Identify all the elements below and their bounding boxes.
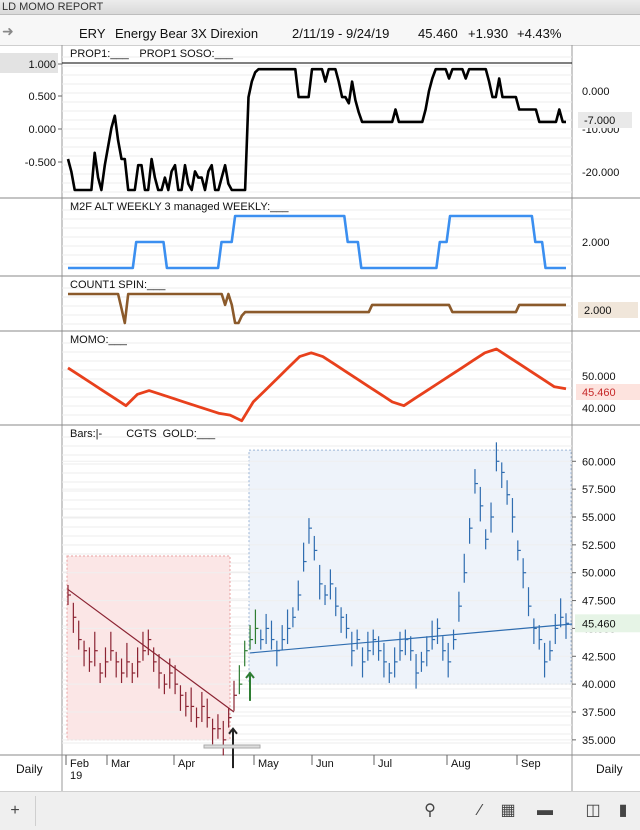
confirm-arrow-icon — [245, 671, 255, 701]
bottom-toolbar: + ⚲ ∕ ▦ ▬ ◫ ▮ — [0, 791, 640, 830]
column-icon[interactable]: ▮ — [618, 802, 628, 819]
count1-value-badge — [578, 302, 638, 318]
price-y-tick: 57.500 — [582, 484, 616, 496]
momo-series-line — [67, 347, 567, 423]
plus-icon[interactable]: + — [10, 802, 20, 819]
x-axis-label: Apr — [178, 758, 195, 770]
count1-series-line — [68, 292, 566, 325]
period-right[interactable]: Daily — [596, 762, 623, 776]
x-axis-label: Mar — [111, 758, 130, 770]
x-axis-label: Jun — [316, 758, 334, 770]
momo-value-badge — [576, 384, 640, 400]
price-y-tick: 42.500 — [582, 651, 616, 663]
x-axis-label: May — [258, 758, 279, 770]
price-y-tick: 37.500 — [582, 707, 616, 719]
price-y-tick: 52.500 — [582, 540, 616, 552]
grid-icon[interactable]: ▦ — [500, 802, 516, 819]
uptrend-line — [249, 623, 573, 654]
quote-header: ➜ ERY Energy Bear 3X Direxion 2/11/19 - … — [0, 15, 640, 46]
book-icon[interactable]: ◫ — [585, 802, 601, 819]
momo-legend-0: MOMO:___ — [70, 334, 128, 346]
m2f-right-tick: 2.000 — [582, 237, 610, 249]
toolbar-divider — [35, 796, 36, 826]
price-change-pct: +4.43% — [517, 26, 562, 41]
symbol-label: ERY — [79, 26, 106, 41]
count1-value-label: 2.000 — [584, 305, 612, 317]
downtrend-line — [67, 588, 235, 713]
prop1-left-tick: 0.500 — [28, 91, 56, 103]
prop1-legend-0: PROP1:___ — [70, 48, 130, 60]
price-change: +1.930 — [468, 26, 509, 41]
prop1-right-tick: 0.000 — [582, 86, 610, 98]
m2f-legend-0: M2F ALT WEEKLY 3 managed WEEKLY:___ — [70, 201, 289, 213]
chart-line-icon[interactable]: ∕ — [478, 802, 482, 819]
window-title: LD MOMO REPORT — [2, 1, 104, 13]
prop1-value-badge — [578, 112, 632, 128]
window-title-bar: LD MOMO REPORT — [0, 0, 640, 15]
momo-right-tick: 40.000 — [582, 403, 616, 415]
momo-right-tick: 50.000 — [582, 371, 616, 383]
price-y-tick: 55.000 — [582, 512, 616, 524]
date-range: 2/11/19 - 9/24/19 — [292, 26, 390, 41]
momo-value-label: 45.460 — [582, 387, 616, 399]
price-y-tick: 50.000 — [582, 568, 616, 580]
prop1-value-label: -7.000 — [584, 115, 615, 127]
prop1-left-tick: -0.500 — [25, 157, 56, 169]
search-icon[interactable]: ⚲ — [424, 802, 436, 819]
x-axis-label: Sep — [521, 758, 541, 770]
right-arrow-icon[interactable]: ➜ — [2, 23, 14, 39]
prop1-left-badge — [0, 53, 58, 73]
prop1-left-badge-label: 1.000 — [28, 59, 56, 71]
price-y-tick: 47.500 — [582, 596, 616, 608]
prop1-legend-1: PROP1 SOSO:___ — [139, 48, 233, 60]
price-legend-1: CGTS — [126, 428, 157, 440]
price-y-tick: 40.000 — [582, 679, 616, 691]
m2f-series-line — [68, 214, 566, 270]
count1-legend-0: COUNT1 SPIN:___ — [70, 279, 166, 291]
prop1-left-tick: 0.000 — [28, 124, 56, 136]
scroll-range-marker — [203, 744, 261, 749]
period-left[interactable]: Daily — [16, 762, 43, 776]
chart-canvas[interactable]: PROP1:___ PROP1 SOSO:___ 1.000 0.500 0.000 -0… — [0, 45, 640, 791]
panel-icon[interactable]: ▬ — [537, 802, 553, 819]
prop1-right-tick: -20.000 — [582, 167, 619, 179]
price-y-tick: 60.000 — [582, 456, 616, 468]
x-axis-label: Feb — [70, 758, 89, 770]
price-legend-2: GOLD:___ — [163, 428, 216, 440]
price-last-badge — [575, 614, 640, 633]
prop1-series-line — [66, 67, 566, 192]
price-last-label: 45.460 — [582, 618, 616, 630]
x-axis-label: Jul — [378, 758, 392, 770]
x-axis-label: Aug — [451, 758, 471, 770]
price-y-tick: 35.000 — [582, 735, 616, 747]
security-name: Energy Bear 3X Direxion — [115, 26, 259, 41]
price-legend-0: Bars:|- — [70, 428, 103, 440]
last-price: 45.460 — [418, 26, 458, 41]
x-axis-label-year: 19 — [70, 770, 82, 782]
